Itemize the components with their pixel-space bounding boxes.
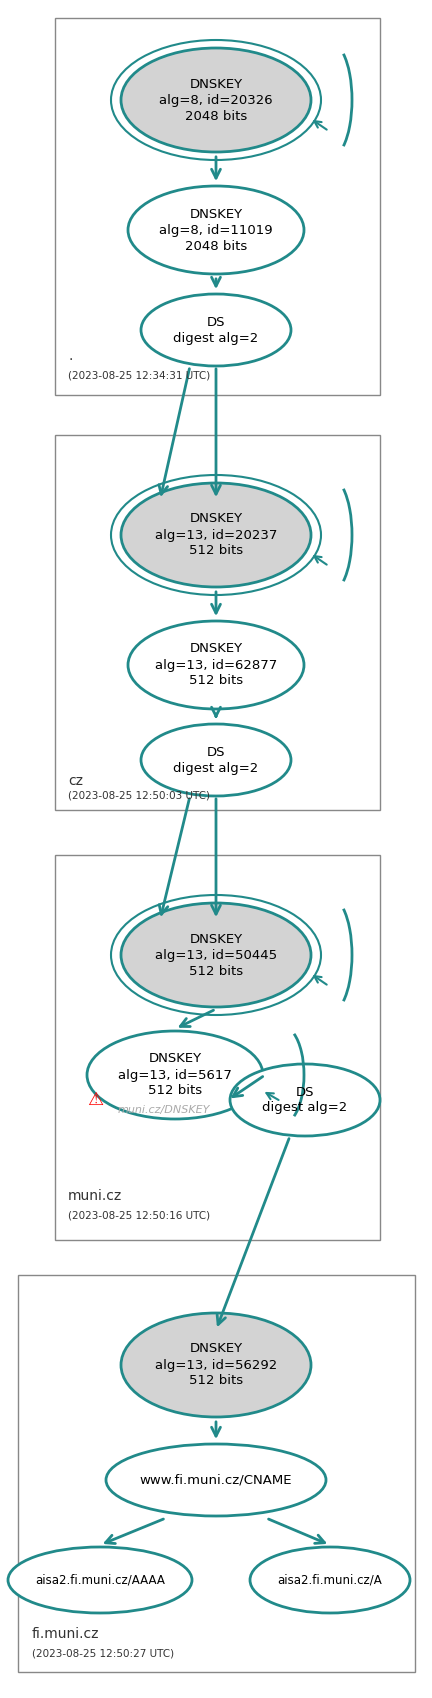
Ellipse shape [128, 187, 304, 273]
Text: muni.cz/DNSKEY: muni.cz/DNSKEY [118, 1105, 210, 1116]
Bar [55, 856, 380, 1240]
Bar [55, 19, 380, 396]
Text: DS
digest alg=2: DS digest alg=2 [173, 745, 259, 774]
Text: (2023-08-25 12:50:27 UTC): (2023-08-25 12:50:27 UTC) [32, 1649, 174, 1657]
Text: cz: cz [68, 774, 83, 788]
Ellipse shape [106, 1443, 326, 1516]
Ellipse shape [121, 48, 311, 153]
Ellipse shape [141, 294, 291, 367]
Text: DNSKEY
alg=8, id=11019
2048 bits: DNSKEY alg=8, id=11019 2048 bits [159, 207, 273, 253]
Text: www.fi.muni.cz/CNAME: www.fi.muni.cz/CNAME [140, 1474, 292, 1486]
Ellipse shape [230, 1065, 380, 1136]
Text: (2023-08-25 12:50:03 UTC): (2023-08-25 12:50:03 UTC) [68, 790, 210, 800]
Ellipse shape [121, 1313, 311, 1418]
Text: DS
digest alg=2: DS digest alg=2 [173, 316, 259, 345]
Text: aisa2.fi.muni.cz/AAAA: aisa2.fi.muni.cz/AAAA [35, 1574, 165, 1586]
Text: DNSKEY
alg=8, id=20326
2048 bits: DNSKEY alg=8, id=20326 2048 bits [159, 78, 273, 122]
Text: DNSKEY
alg=13, id=56292
512 bits: DNSKEY alg=13, id=56292 512 bits [155, 1343, 277, 1387]
Ellipse shape [121, 903, 311, 1007]
Ellipse shape [141, 723, 291, 796]
Bar [55, 435, 380, 810]
Ellipse shape [121, 482, 311, 588]
Text: DNSKEY
alg=13, id=5617
512 bits: DNSKEY alg=13, id=5617 512 bits [118, 1053, 232, 1097]
Ellipse shape [128, 621, 304, 710]
Text: DNSKEY
alg=13, id=50445
512 bits: DNSKEY alg=13, id=50445 512 bits [155, 932, 277, 978]
Ellipse shape [8, 1547, 192, 1613]
Ellipse shape [87, 1031, 263, 1119]
Text: fi.muni.cz: fi.muni.cz [32, 1627, 99, 1640]
Text: muni.cz: muni.cz [68, 1189, 122, 1202]
Text: (2023-08-25 12:34:31 UTC): (2023-08-25 12:34:31 UTC) [68, 370, 210, 380]
Text: .: . [68, 350, 73, 363]
Bar [18, 1275, 415, 1673]
Text: ⚠: ⚠ [87, 1092, 103, 1109]
Text: DNSKEY
alg=13, id=20237
512 bits: DNSKEY alg=13, id=20237 512 bits [155, 513, 277, 557]
Text: DS
digest alg=2: DS digest alg=2 [262, 1085, 348, 1114]
Text: DNSKEY
alg=13, id=62877
512 bits: DNSKEY alg=13, id=62877 512 bits [155, 642, 277, 688]
Ellipse shape [250, 1547, 410, 1613]
Text: aisa2.fi.muni.cz/A: aisa2.fi.muni.cz/A [278, 1574, 382, 1586]
Text: (2023-08-25 12:50:16 UTC): (2023-08-25 12:50:16 UTC) [68, 1211, 210, 1219]
